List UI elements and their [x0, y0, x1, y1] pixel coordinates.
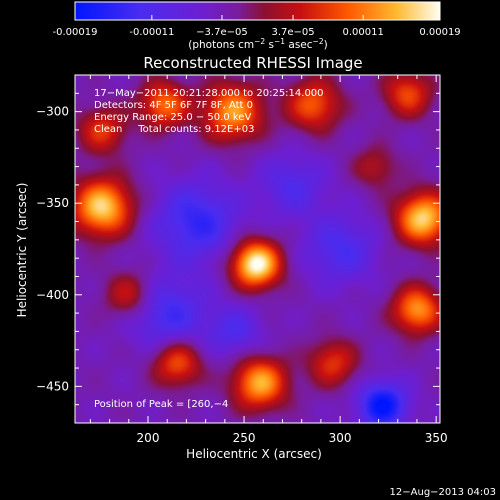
y-tick-label: −450 [36, 379, 69, 393]
y-tick-label: −350 [36, 196, 69, 210]
x-tick-label: 350 [425, 431, 448, 445]
colorbar-gradient [74, 1, 441, 21]
plot-frame [74, 74, 441, 424]
colorbar-tick-label: 0.00019 [419, 27, 460, 38]
colorbar: -0.00019 -0.00011 −3.7e−05 3.7e−05 0.00011 0.… [53, 1, 461, 51]
x-tick-label: 250 [233, 431, 256, 445]
y-tick-label: −300 [36, 105, 69, 119]
colorbar-tick-label: 3.7e−05 [271, 27, 314, 38]
footer-timestamp: 12−Aug−2013 04:03 [390, 487, 496, 498]
annotation-line: Clean Total counts: 9.12E+03 [94, 124, 254, 135]
x-tick-label: 300 [329, 431, 352, 445]
colorbar-tick-label: 0.00011 [342, 27, 383, 38]
annotation-line: 17−May−2011 20:21:28.000 to 20:25:14.000 [94, 88, 324, 99]
chart-title: Reconstructed RHESSI Image [143, 54, 362, 72]
colorbar-tick-label: -0.00019 [53, 27, 98, 38]
colorbar-units: (photons cm−2 s−1 asec−2) [188, 37, 327, 51]
annotation-line: Detectors: 4F 5F 6F 7F 8F, Att 0 [94, 100, 253, 111]
colorbar-tick-label: -0.00011 [129, 27, 174, 38]
x-axis: 200 250 300 350 [89, 75, 448, 445]
y-tick-label: −400 [36, 288, 69, 302]
x-axis-label: Heliocentric X (arcsec) [186, 447, 322, 461]
heatmap-image [75, 75, 440, 423]
y-axis: −300 −350 −400 −450 [36, 74, 440, 424]
peak-position-label: Position of Peak = [260,−4 [94, 399, 228, 410]
annotation-line: Energy Range: 25.0 − 50.0 keV [94, 112, 251, 123]
y-axis-label: Heliocentric Y (arcsec) [15, 183, 29, 318]
colorbar-tick-label: −3.7e−05 [196, 27, 248, 38]
annotation-block: 17−May−2011 20:21:28.000 to 20:25:14.000… [94, 88, 324, 135]
x-tick-label: 200 [137, 431, 160, 445]
colorbar-ticks: -0.00019 -0.00011 −3.7e−05 3.7e−05 0.00011 0.… [53, 15, 461, 38]
